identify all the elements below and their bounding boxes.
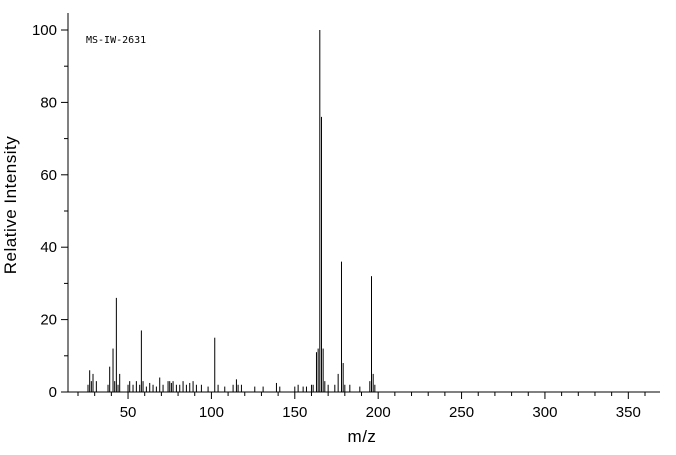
x-axis-title: m/z <box>348 427 377 446</box>
axes-group: 0 20 40 60 80 100 50 100 150 200 250 300 350 <box>32 13 660 421</box>
x-tick-label: 250 <box>449 404 474 421</box>
x-tick-label: 300 <box>532 404 557 421</box>
y-tick-label: 80 <box>40 94 57 111</box>
y-tick-label: 0 <box>49 384 57 401</box>
y-tick-label: 40 <box>40 239 57 256</box>
x-tick-label: 150 <box>282 404 307 421</box>
spectrum-id-label: MS-IW-2631 <box>86 35 146 46</box>
y-axis-title: Relative Intensity <box>1 136 20 274</box>
x-tick-label: 50 <box>120 404 137 421</box>
x-tick-label: 200 <box>366 404 391 421</box>
y-tick-label: 100 <box>32 22 57 39</box>
peaks-group <box>87 30 376 392</box>
x-tick-label: 350 <box>616 404 641 421</box>
y-tick-label: 60 <box>40 167 57 184</box>
x-tick-label: 100 <box>199 404 224 421</box>
y-tick-label: 20 <box>40 312 57 329</box>
